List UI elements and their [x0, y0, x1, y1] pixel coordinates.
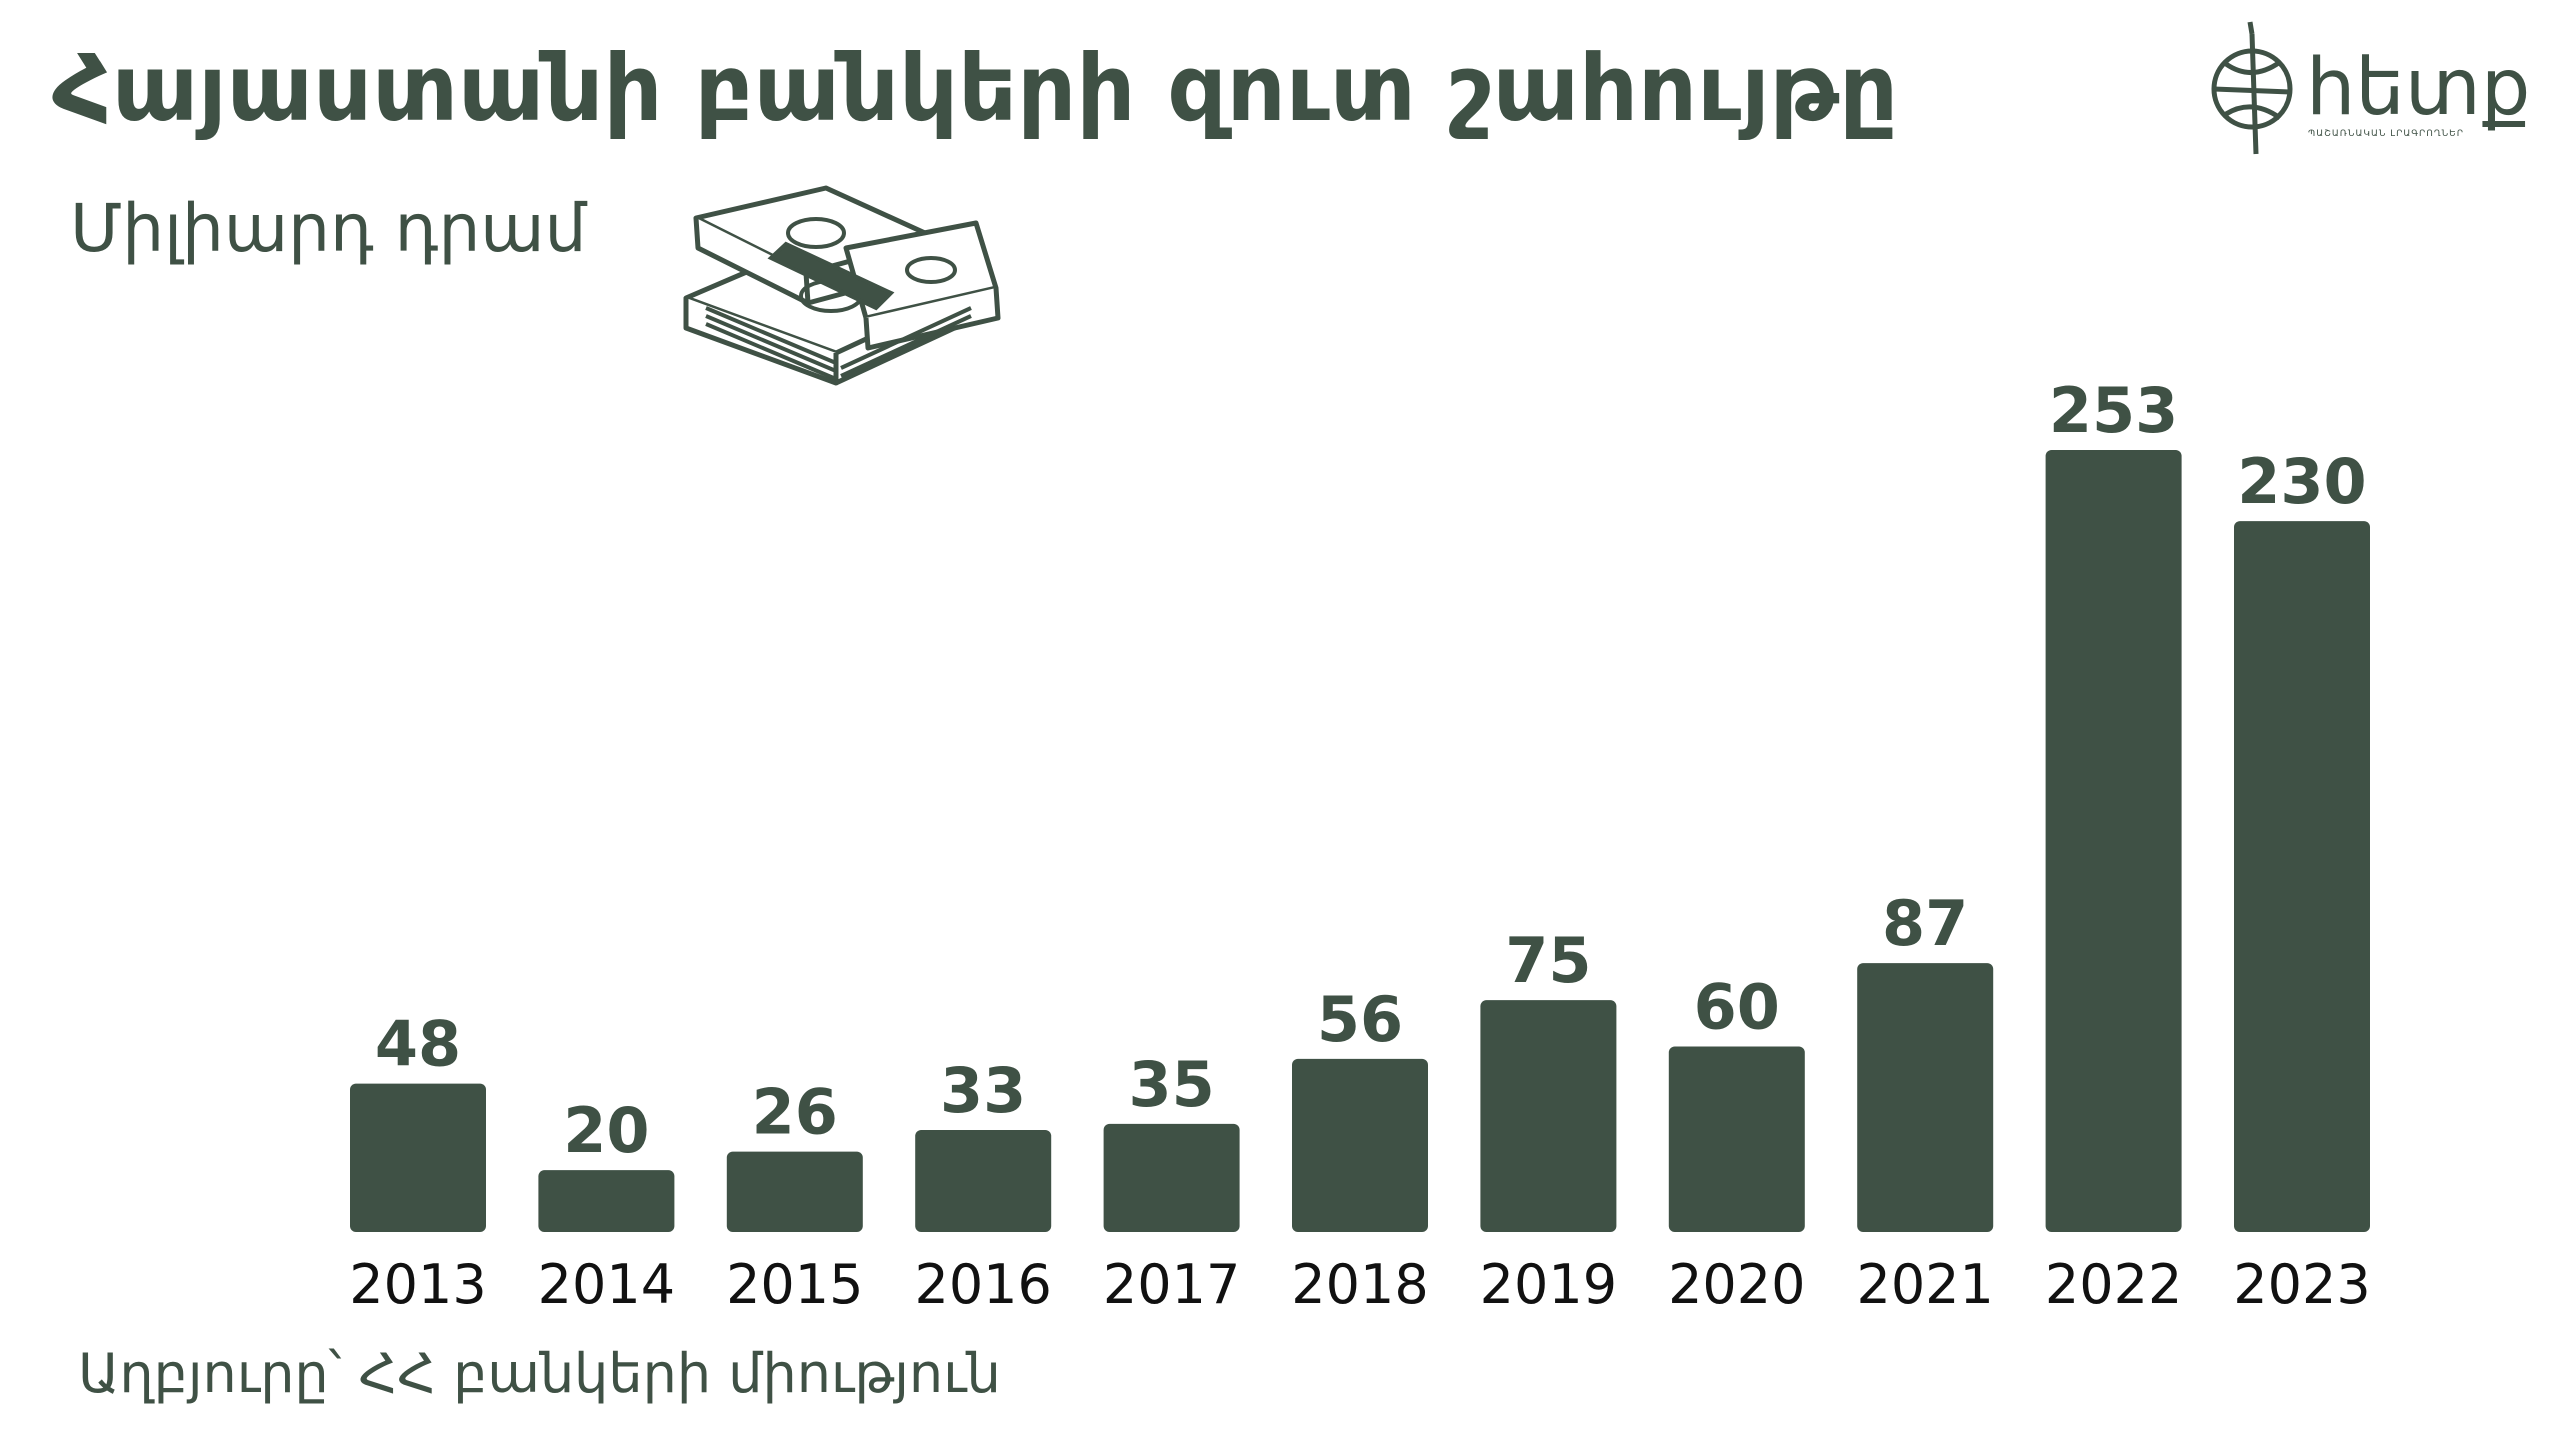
page-title: Հայաստանի բանկերի զուտ շահույթը [52, 35, 1899, 142]
bar-2022 [2045, 450, 2182, 1232]
data-label-2017: 35 [1128, 1048, 1214, 1121]
source-note: Աղբյուրը՝ ՀՀ բանկերի միություն [78, 1342, 1001, 1405]
data-label-2014: 20 [563, 1094, 649, 1167]
x-tick-label-2017: 2017 [1103, 1253, 1240, 1316]
logo-wordmark: hետք [2306, 43, 2530, 133]
x-tick-label-2015: 2015 [726, 1253, 863, 1316]
x-tick-label-2019: 2019 [1480, 1253, 1617, 1316]
x-tick-label-2016: 2016 [914, 1253, 1051, 1316]
x-tick-label-2023: 2023 [2233, 1253, 2370, 1316]
bar-2020 [1668, 1046, 1805, 1232]
x-tick-label-2022: 2022 [2045, 1253, 2182, 1316]
compass-globe-icon [2211, 21, 2293, 155]
data-label-2018: 56 [1317, 983, 1403, 1056]
chart-unit-subtitle: Միլիարդ դրամ [70, 190, 587, 267]
bar-2015 [726, 1151, 863, 1232]
money-stack-icon [683, 185, 1001, 386]
data-label-2022: 253 [2049, 374, 2178, 447]
data-label-2016: 33 [940, 1054, 1026, 1127]
bar-2013 [350, 1083, 486, 1232]
bar-2016 [915, 1130, 1052, 1232]
logo-tagline: ՊԱՇԱՌՆԱԿԱՆ ԼՐԱԳՐՈՂՆԵՐ [2308, 129, 2464, 139]
bar-2023 [2234, 521, 2370, 1232]
x-tick-label-2020: 2020 [1668, 1253, 1805, 1316]
x-tick-label-2014: 2014 [538, 1253, 675, 1316]
x-tick-label-2018: 2018 [1291, 1253, 1428, 1316]
bar-2017 [1103, 1123, 1240, 1232]
x-tick-label-2013: 2013 [349, 1253, 486, 1316]
data-label-2013: 48 [375, 1008, 461, 1081]
bar-2018 [1292, 1058, 1428, 1232]
bar-2019 [1480, 1000, 1617, 1232]
data-label-2023: 230 [2237, 445, 2366, 518]
bar-2014 [538, 1170, 675, 1232]
data-label-2019: 75 [1505, 924, 1591, 997]
data-label-2021: 87 [1882, 887, 1968, 960]
data-label-2020: 60 [1694, 971, 1780, 1044]
bar-2021 [1857, 963, 1994, 1232]
data-label-2015: 26 [752, 1076, 838, 1149]
x-tick-label-2021: 2021 [1856, 1253, 1993, 1316]
logo: hետք ՊԱՇԱՌՆԱԿԱՆ ԼՐԱԳՐՈՂՆԵՐ [2211, 21, 2530, 155]
